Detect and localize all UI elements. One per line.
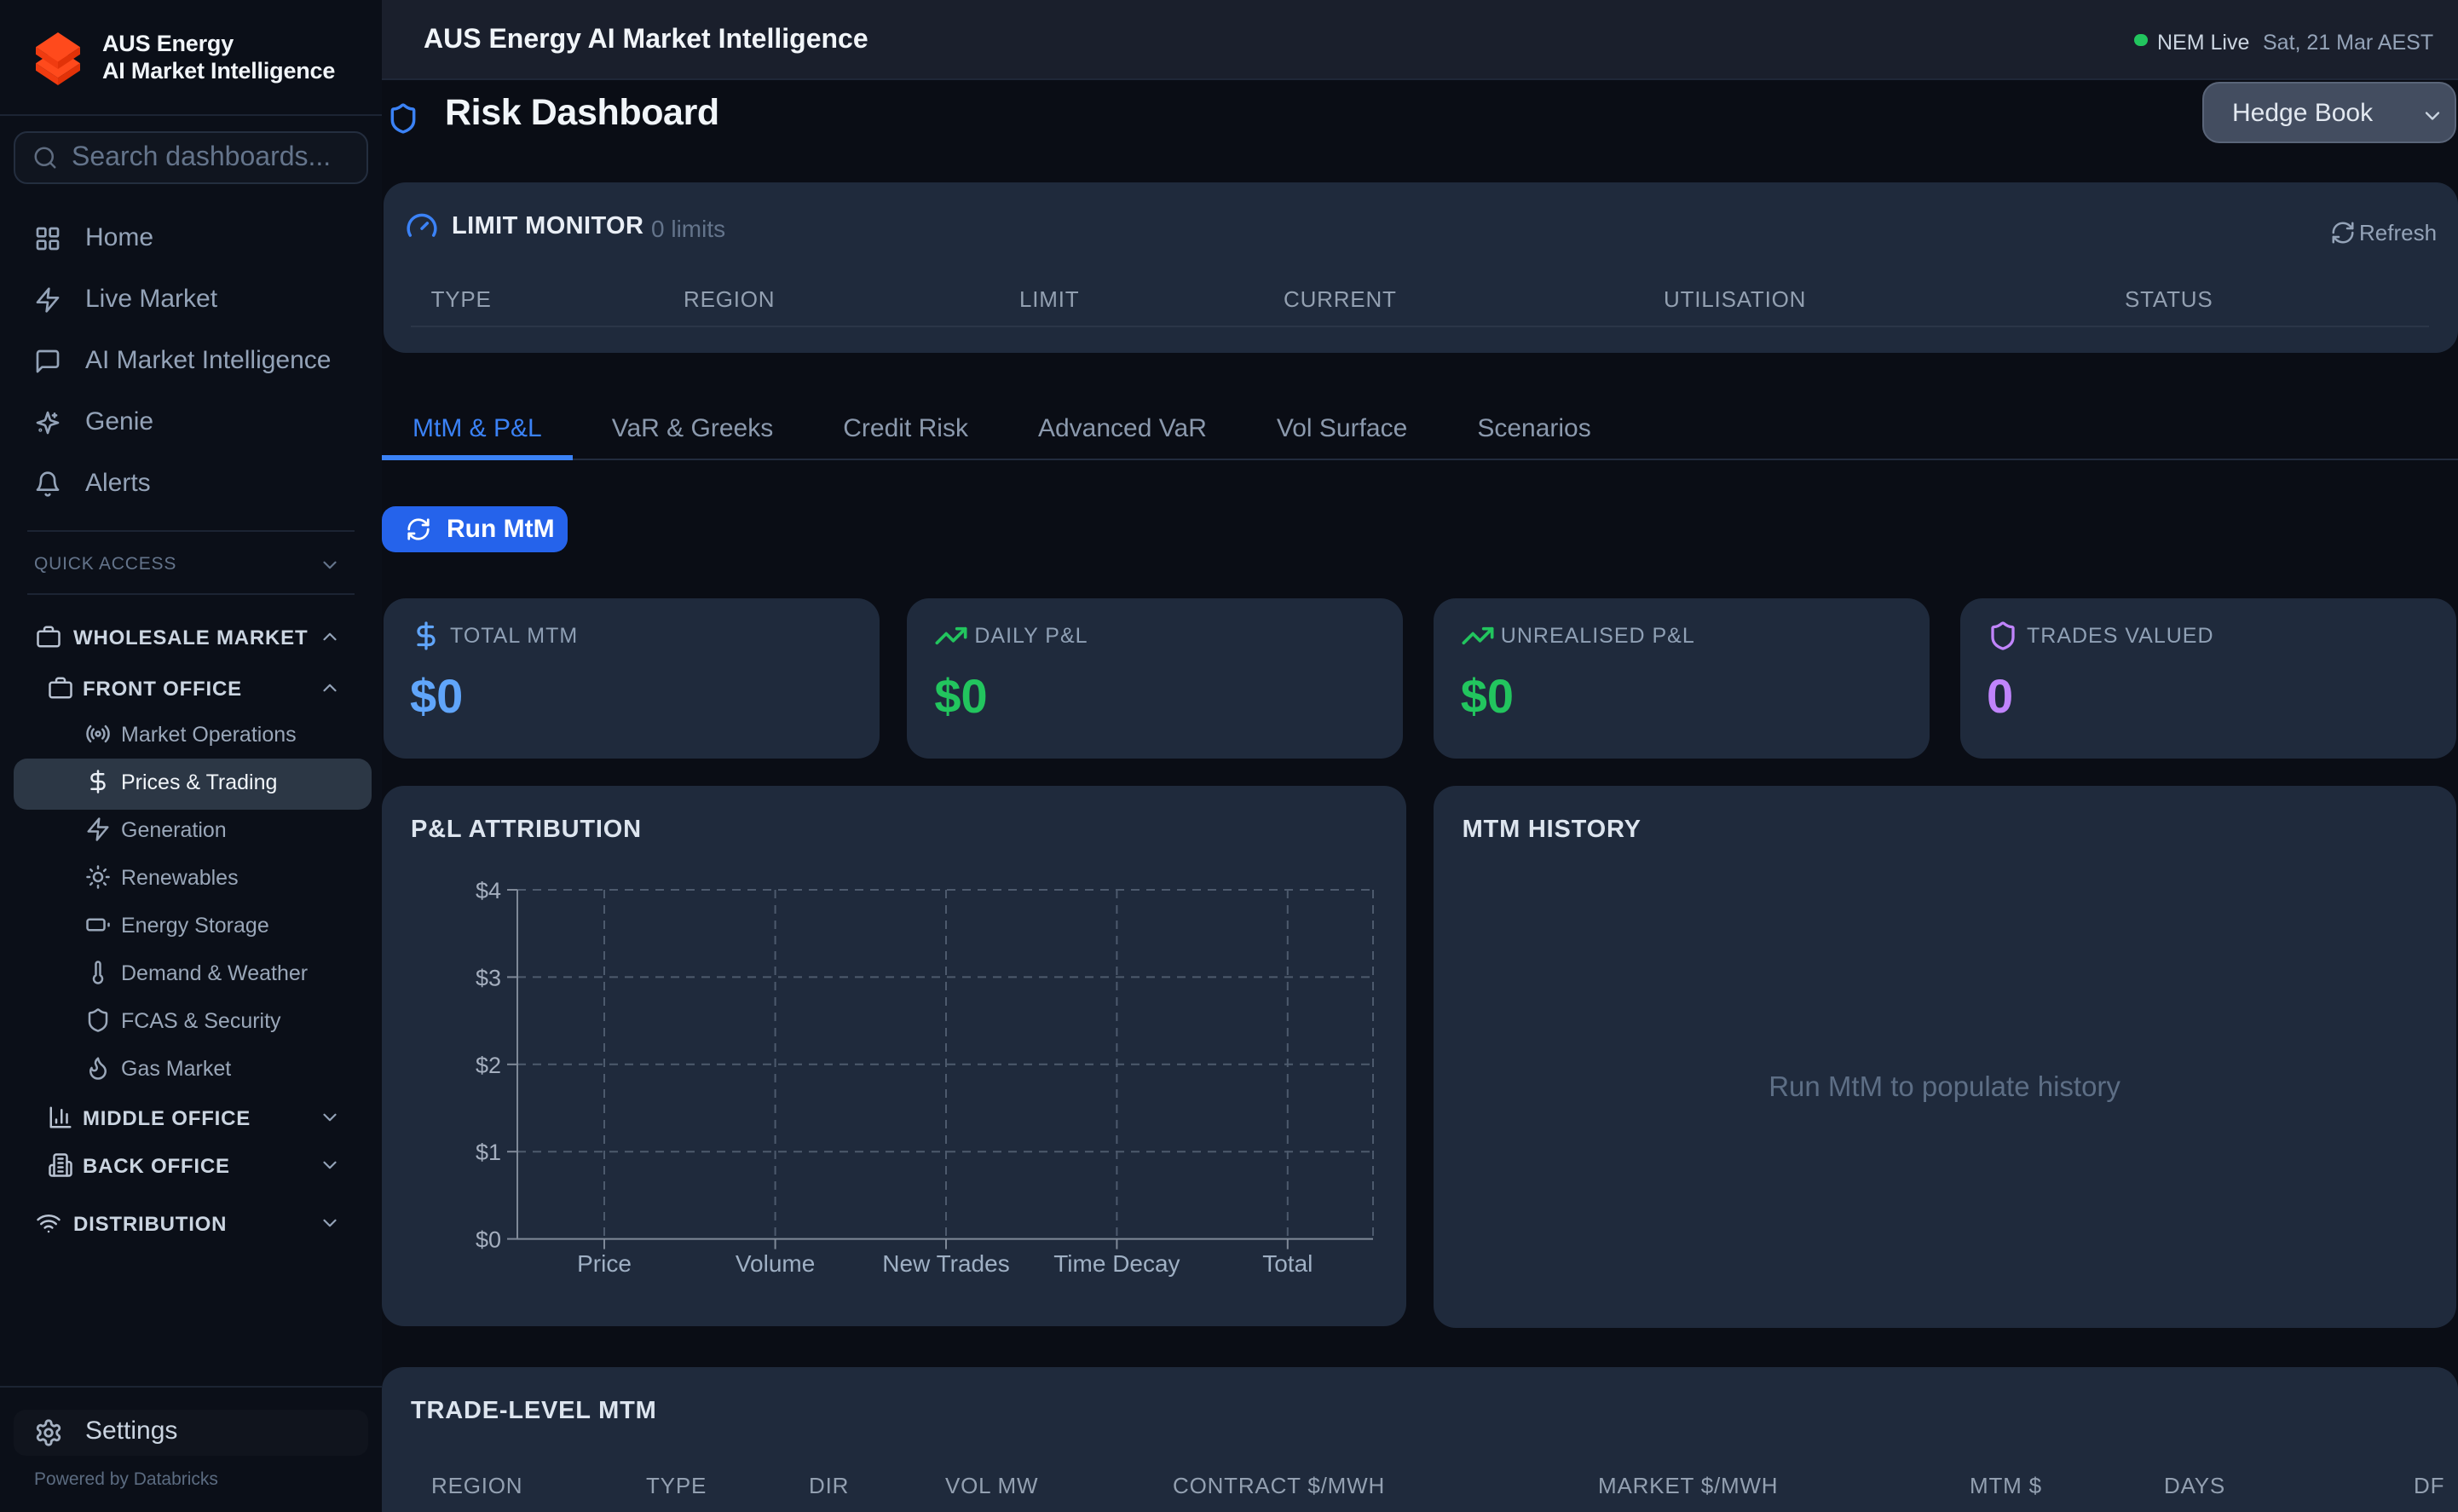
svg-text:$0: $0	[476, 1227, 501, 1253]
svg-text:Price: Price	[577, 1250, 632, 1277]
svg-text:Volume: Volume	[736, 1250, 815, 1277]
svg-text:Time Decay: Time Decay	[1053, 1250, 1180, 1277]
svg-text:New Trades: New Trades	[882, 1250, 1009, 1277]
svg-text:Total: Total	[1262, 1250, 1313, 1277]
svg-text:$1: $1	[476, 1140, 501, 1165]
svg-text:$2: $2	[476, 1053, 501, 1078]
svg-text:$4: $4	[476, 878, 501, 903]
svg-text:$3: $3	[476, 965, 501, 990]
